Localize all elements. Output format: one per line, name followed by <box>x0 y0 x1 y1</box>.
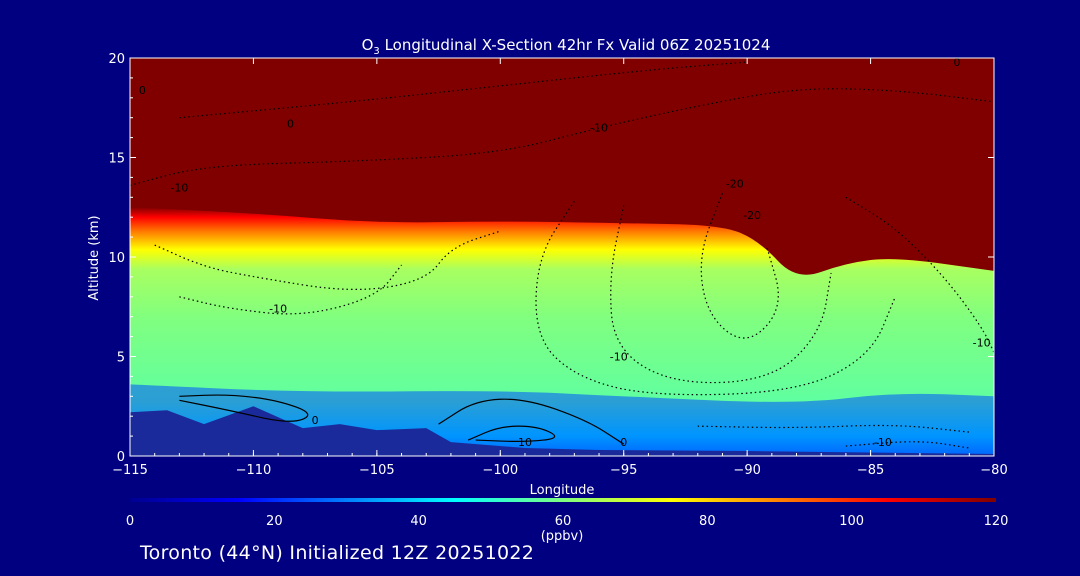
y-tick-label: 5 <box>117 351 125 366</box>
x-tick-label: −105 <box>359 463 395 478</box>
x-tick-label: −100 <box>482 463 518 478</box>
plot-area: 0 0 0 -10 -10 -20 -20 -10 -10 -10 0 10 0 -10 <box>130 56 994 456</box>
contour-line-11 <box>438 398 625 445</box>
y-tick-label: 0 <box>117 450 125 465</box>
contour-label-1: 0 <box>287 118 294 131</box>
x-tick-label: −80 <box>980 463 1007 478</box>
colorbar-tick-label: 0 <box>126 514 134 529</box>
colorbar-tick-label: 20 <box>266 514 283 529</box>
colorbar-ticks: 0 20 40 60 80 100 120 <box>126 514 1009 529</box>
x-tick-label: −85 <box>857 463 884 478</box>
y-tick-label: 20 <box>108 52 125 67</box>
x-tick-label: −110 <box>236 463 272 478</box>
contour-label-8: -10 <box>610 350 628 363</box>
contour-label-9: -10 <box>973 337 991 350</box>
contour-label-13: -10 <box>874 436 892 449</box>
contour-label-7: -10 <box>269 303 287 316</box>
terrain-mask <box>130 406 994 456</box>
contour-line-9 <box>845 441 970 449</box>
contour-label-3: -10 <box>170 181 188 194</box>
contour-label-5: -20 <box>726 177 744 190</box>
contour-label-11: 10 <box>518 436 532 449</box>
contour-line-3 <box>179 264 403 315</box>
contour-line-1 <box>179 61 748 119</box>
contour-line-2 <box>154 230 501 290</box>
colorbar <box>130 498 996 502</box>
chart-title: O3 Longitudinal X-Section 42hr Fx Valid … <box>362 36 771 57</box>
y-tick-label: 10 <box>108 251 125 266</box>
contour-lines <box>130 61 994 449</box>
contour-line-0 <box>130 88 994 186</box>
contour-label-10: 0 <box>312 414 319 427</box>
x-axis-ticks: −115 −110 −105 −100 −95 −90 −85 −80 <box>112 58 1008 478</box>
contour-label-4: -10 <box>590 122 608 135</box>
contour-line-8 <box>697 424 970 433</box>
contour-label-6: -20 <box>743 209 761 222</box>
contour-label-2: 0 <box>953 56 960 69</box>
colorbar-tick-label: 120 <box>984 514 1009 529</box>
contour-label-12: 0 <box>620 436 627 449</box>
colorbar-tick-label: 100 <box>839 514 864 529</box>
x-tick-label: −90 <box>733 463 760 478</box>
y-axis-label: Altitude (km) <box>87 215 102 300</box>
x-axis-label: Longitude <box>530 483 595 498</box>
contour-label-0: 0 <box>139 84 146 97</box>
contour-line-10 <box>179 394 309 422</box>
y-axis-ticks: 0 5 10 15 20 <box>108 52 994 465</box>
initialization-caption: Toronto (44°N) Initialized 12Z 20251022 <box>140 542 535 564</box>
y-tick-label: 15 <box>108 152 125 167</box>
colorbar-tick-label: 60 <box>555 514 572 529</box>
contour-line-4 <box>535 200 896 396</box>
colorbar-tick-label: 40 <box>410 514 427 529</box>
x-tick-label: −95 <box>610 463 637 478</box>
x-tick-label: −115 <box>112 463 148 478</box>
contour-line-12 <box>467 425 556 443</box>
colorbar-tick-label: 80 <box>699 514 716 529</box>
contour-labels: 0 0 0 -10 -10 -20 -20 -10 -10 -10 0 10 0 -10 <box>139 56 991 449</box>
colorbar-unit: (ppbv) <box>541 529 584 544</box>
